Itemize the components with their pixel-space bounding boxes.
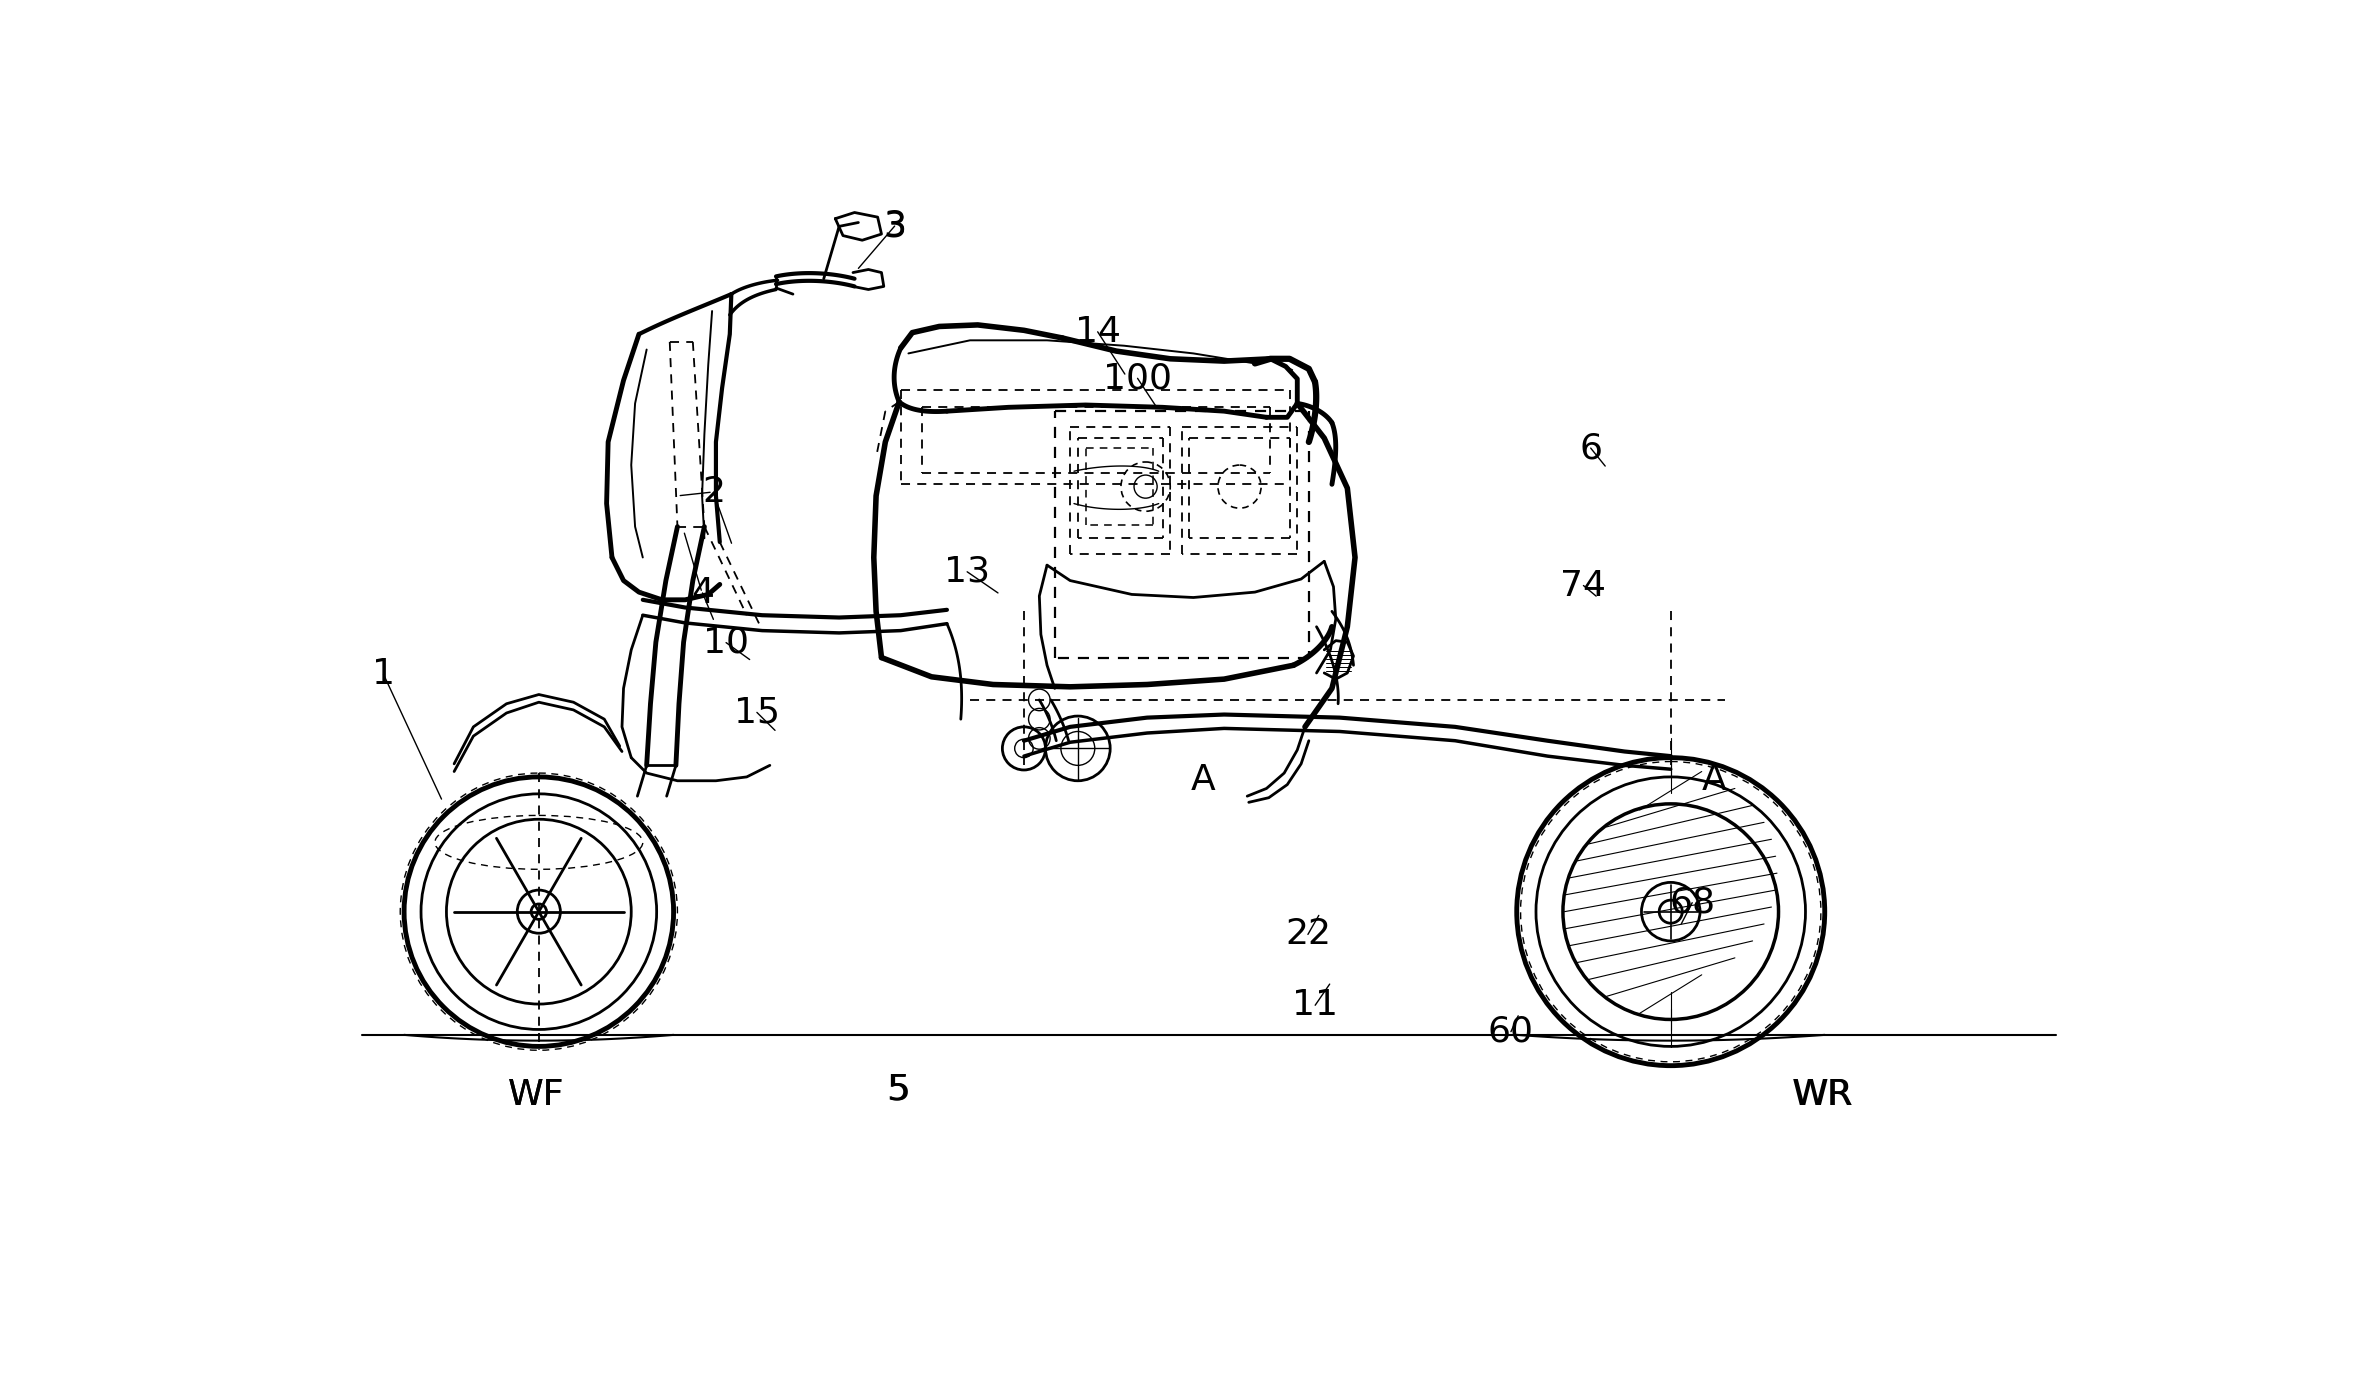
Text: 68: 68 [1669,886,1716,920]
Circle shape [532,903,546,920]
Text: 10: 10 [704,626,749,659]
Text: 100: 100 [1104,361,1172,395]
Text: WF: WF [508,1078,565,1112]
Text: 74: 74 [1561,568,1605,603]
Text: 3: 3 [883,209,906,243]
Text: 2: 2 [701,475,725,509]
Text: 22: 22 [1285,917,1330,951]
Text: 13: 13 [944,555,991,589]
Text: WR: WR [1791,1078,1853,1112]
Text: 1: 1 [372,658,395,692]
Text: A: A [1191,763,1215,798]
Text: 11: 11 [1292,989,1337,1023]
Text: 6: 6 [1580,431,1603,465]
Text: 15: 15 [734,695,779,729]
Text: 60: 60 [1488,1015,1535,1049]
Text: 14: 14 [1076,314,1121,349]
Text: 5: 5 [885,1072,909,1107]
Text: A: A [1702,763,1725,798]
Text: WF: WF [508,1078,565,1112]
Text: 3: 3 [883,209,906,243]
Text: WR: WR [1791,1078,1853,1112]
Text: 4: 4 [692,575,713,610]
Text: 5: 5 [887,1072,909,1107]
